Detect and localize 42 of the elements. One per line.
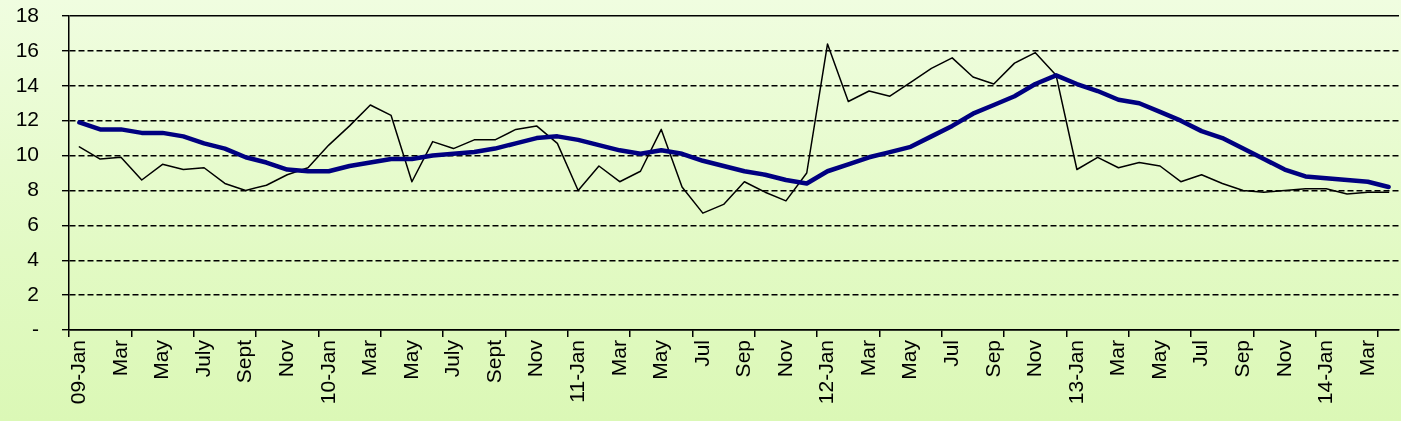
x-tick-label: Mar [107, 340, 131, 377]
x-tick-label: May [149, 339, 173, 380]
x-tick-label: Jul [939, 340, 962, 367]
x-tick-label: Nov [772, 339, 796, 378]
x-tick-label: Nov [1022, 339, 1046, 378]
x-tick-label: Jul [1188, 340, 1212, 367]
x-tick-label: 14-Jan [1313, 340, 1337, 405]
y-tick-label: 2 [27, 281, 39, 305]
x-tick-label: July [440, 339, 464, 378]
x-tick-label: Sep [731, 340, 755, 378]
x-tick-label: Mar [606, 340, 630, 377]
x-tick-label: Sept [481, 339, 505, 384]
x-tick-label: Mar [855, 340, 879, 377]
x-tick-label: Nov [1271, 339, 1295, 378]
x-tick-label: Sep [980, 340, 1004, 378]
x-tick-label: May [648, 339, 672, 380]
y-tick-label: 18 [15, 2, 39, 26]
y-tick-label: 12 [15, 107, 39, 131]
x-tick-label: Sept [232, 339, 256, 384]
x-tick-label: Mar [1354, 340, 1378, 377]
y-tick-label: 6 [27, 212, 39, 236]
x-tick-label: 09-Jan [66, 340, 90, 405]
x-tick-label: Nov [523, 339, 547, 378]
y-tick-label: - [32, 316, 39, 340]
x-tick-label: May [897, 339, 921, 380]
x-tick-label: May [398, 339, 422, 380]
y-tick-label: 10 [15, 142, 39, 166]
x-tick-label: Nov [274, 339, 297, 378]
x-tick-label: 11-Jan [564, 340, 588, 403]
y-tick-label: 14 [15, 72, 40, 96]
y-tick-label: 4 [27, 247, 40, 271]
x-tick-label: Mar [357, 340, 381, 377]
x-tick-label: Jul [689, 340, 713, 367]
x-tick-label: Mar [1105, 340, 1129, 377]
x-tick-label: 12-Jan [814, 340, 838, 405]
y-tick-label: 8 [27, 177, 39, 201]
x-tick-label: 10-Jan [315, 340, 339, 405]
x-tick-label: 13-Jan [1063, 340, 1087, 405]
x-tick-label: July [190, 339, 214, 378]
x-tick-label: Sep [1229, 340, 1253, 378]
x-tick-label: May [1146, 339, 1170, 380]
y-tick-label: 16 [15, 37, 39, 61]
